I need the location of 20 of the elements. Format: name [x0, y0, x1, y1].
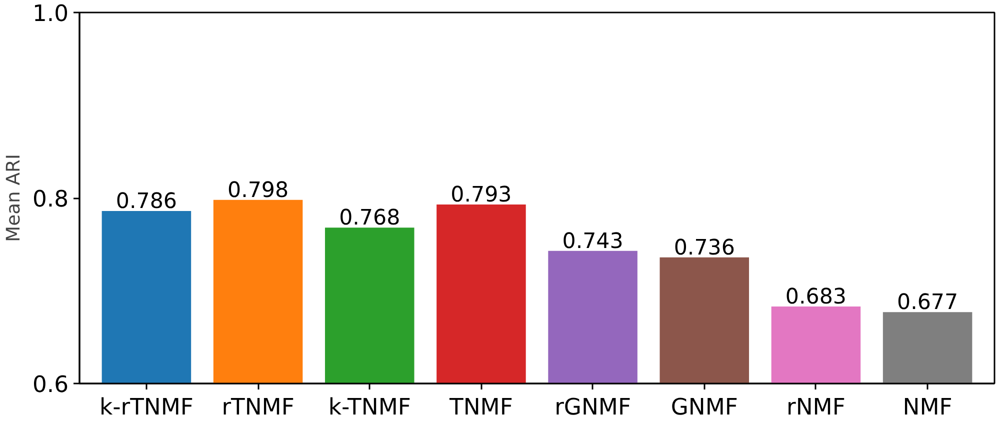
- data-label: 0.793: [450, 182, 512, 208]
- y-tick-label: 1.0: [32, 1, 68, 27]
- y-axis-title: Mean ARI: [3, 154, 24, 242]
- data-label: 0.677: [897, 290, 958, 316]
- data-label: 0.736: [674, 235, 735, 260]
- x-tick-label: TNMF: [448, 394, 513, 420]
- x-tick-label: rGNMF: [554, 394, 631, 420]
- x-tick-label: GNMF: [670, 394, 738, 420]
- x-tick-label: rNMF: [786, 394, 846, 420]
- data-label: 0.798: [228, 178, 289, 203]
- x-tick-label: k-TNMF: [328, 394, 411, 420]
- data-label: 0.683: [785, 284, 846, 310]
- data-label: 0.743: [562, 228, 624, 254]
- x-tick-label: NMF: [902, 394, 952, 420]
- x-tick-label: rTNMF: [222, 394, 294, 420]
- y-tick-label: 0.6: [32, 372, 68, 398]
- data-label: 0.786: [116, 188, 177, 214]
- x-tick-label: k-rTNMF: [99, 394, 194, 420]
- data-label: 0.768: [339, 206, 400, 231]
- y-tick-label: 0.8: [32, 186, 68, 212]
